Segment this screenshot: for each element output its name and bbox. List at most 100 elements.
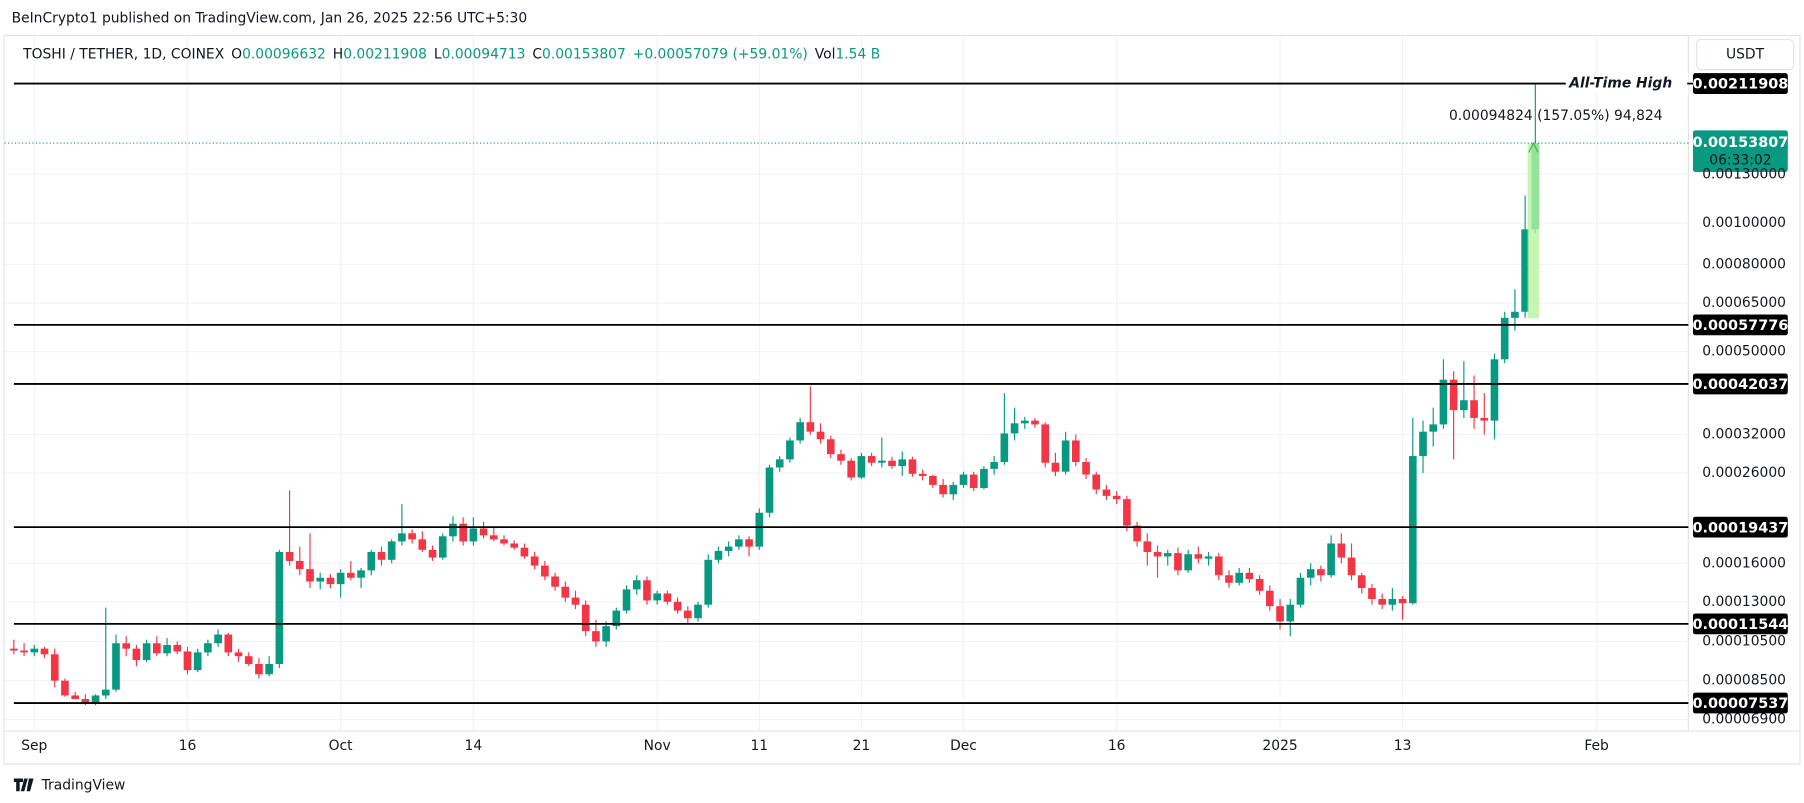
candle-body	[867, 456, 876, 463]
candle-body	[30, 648, 39, 653]
candle-body	[561, 586, 570, 598]
candle-body	[367, 552, 376, 571]
candle-body	[336, 572, 345, 585]
candle-body	[571, 597, 580, 605]
candle-body	[214, 634, 222, 644]
candle-body	[1317, 569, 1325, 576]
y-tick-label: 0.00065000	[1702, 295, 1786, 311]
candle-body	[1419, 431, 1427, 457]
y-tick-label: 0.00016000	[1702, 555, 1786, 571]
candle-body	[602, 626, 610, 642]
candle-body	[408, 533, 416, 540]
candle-body	[153, 643, 161, 654]
candle-body	[10, 648, 18, 651]
level-label-box	[1692, 314, 1788, 336]
candle-body	[929, 475, 937, 485]
candle-body	[1460, 400, 1468, 411]
candle-body	[1306, 569, 1315, 578]
field-value: 0.00096632	[242, 47, 326, 63]
candle-body	[1051, 462, 1060, 472]
candle-body	[1378, 598, 1386, 605]
x-tick-label: 13	[1394, 738, 1412, 754]
candle-body	[1490, 359, 1499, 421]
candle-body	[91, 695, 100, 703]
candle-body	[694, 604, 702, 619]
x-tick-label: 16	[179, 738, 197, 754]
field-value: 0.00211908	[343, 47, 427, 63]
candle-body	[132, 648, 141, 661]
candle-body	[918, 473, 927, 476]
candle-body	[1500, 317, 1509, 360]
measure-range	[1527, 143, 1540, 319]
candle-body	[1072, 440, 1080, 463]
y-tick-label: 0.00100000	[1702, 215, 1786, 231]
level-label-box	[1692, 73, 1788, 94]
level-label: 0.00057776	[1692, 318, 1788, 334]
candle-body	[265, 663, 273, 675]
candle-body	[438, 536, 447, 558]
candle-body	[847, 460, 856, 478]
currency-button[interactable]	[1695, 38, 1795, 71]
candle-body	[1123, 499, 1131, 526]
measure-label: 0.00094824 (157.05%) 94,824	[1449, 108, 1663, 124]
field-key: C	[532, 47, 542, 63]
candle-body	[581, 604, 590, 632]
candle-body	[735, 539, 743, 547]
symbol: TOSHI / TETHER, 1D, COINEX	[22, 47, 225, 63]
currency[interactable]: USDT	[1726, 47, 1765, 63]
candle-body	[530, 556, 539, 566]
candle-body	[520, 547, 529, 557]
candle-body	[816, 431, 825, 440]
candle-body	[1521, 229, 1529, 312]
legend-line: TOSHI / TETHER, 1D, COINEX O0.00096632 H0.…	[22, 47, 880, 63]
x-tick-label: Sep	[21, 738, 47, 754]
candle-body	[398, 533, 406, 542]
field-key: O	[231, 47, 242, 63]
candle-body	[704, 559, 713, 605]
candle-body	[295, 560, 304, 570]
candle-body	[643, 580, 651, 601]
plot: 0.00094824 (157.05%) 94,824 0.00211908 All…	[4, 73, 1788, 714]
candle-body	[1061, 440, 1070, 472]
candle-body	[673, 601, 682, 611]
candle-body	[653, 593, 661, 601]
candle-body	[1153, 552, 1162, 557]
candle-body	[101, 689, 110, 696]
candle-body	[428, 549, 437, 558]
x-tick-label: 2025	[1262, 738, 1297, 754]
candle-body	[898, 459, 907, 467]
level-label: 0.00007537	[1692, 696, 1788, 712]
candle-body	[1082, 462, 1090, 475]
candle-body	[459, 523, 467, 542]
y-tick-label: 0.00032000	[1702, 427, 1786, 443]
candle-body	[1408, 456, 1417, 604]
panel-frame	[3, 34, 1801, 765]
candle-body	[1000, 433, 1009, 463]
y-tick-label: 0.00006900	[1702, 711, 1786, 727]
candle-body	[826, 439, 835, 455]
x-tick-label: 14	[465, 738, 483, 754]
candle-body	[1112, 495, 1121, 500]
candle-body	[949, 484, 958, 495]
candle-body	[806, 422, 815, 432]
footer: TradingView	[41, 777, 126, 793]
field-value: 0.00094713	[442, 47, 526, 63]
candle-body	[1266, 590, 1274, 607]
candle-body	[592, 631, 600, 642]
candle-body	[418, 539, 427, 550]
candle-body	[878, 460, 886, 463]
candle-body	[234, 652, 243, 657]
candle-body	[1214, 556, 1223, 576]
candle-body	[61, 680, 69, 696]
last-price-label: 0.00153807	[1692, 135, 1788, 151]
candle-body	[1184, 554, 1192, 571]
candle-body	[857, 456, 866, 478]
candle-body	[1470, 400, 1478, 418]
level-label-box	[1692, 373, 1788, 395]
level-label: 0.00019437	[1692, 520, 1788, 536]
candle-body	[489, 535, 498, 540]
candle-body	[173, 645, 182, 652]
volume-key: Vol	[815, 47, 836, 63]
candle-body	[183, 651, 192, 671]
